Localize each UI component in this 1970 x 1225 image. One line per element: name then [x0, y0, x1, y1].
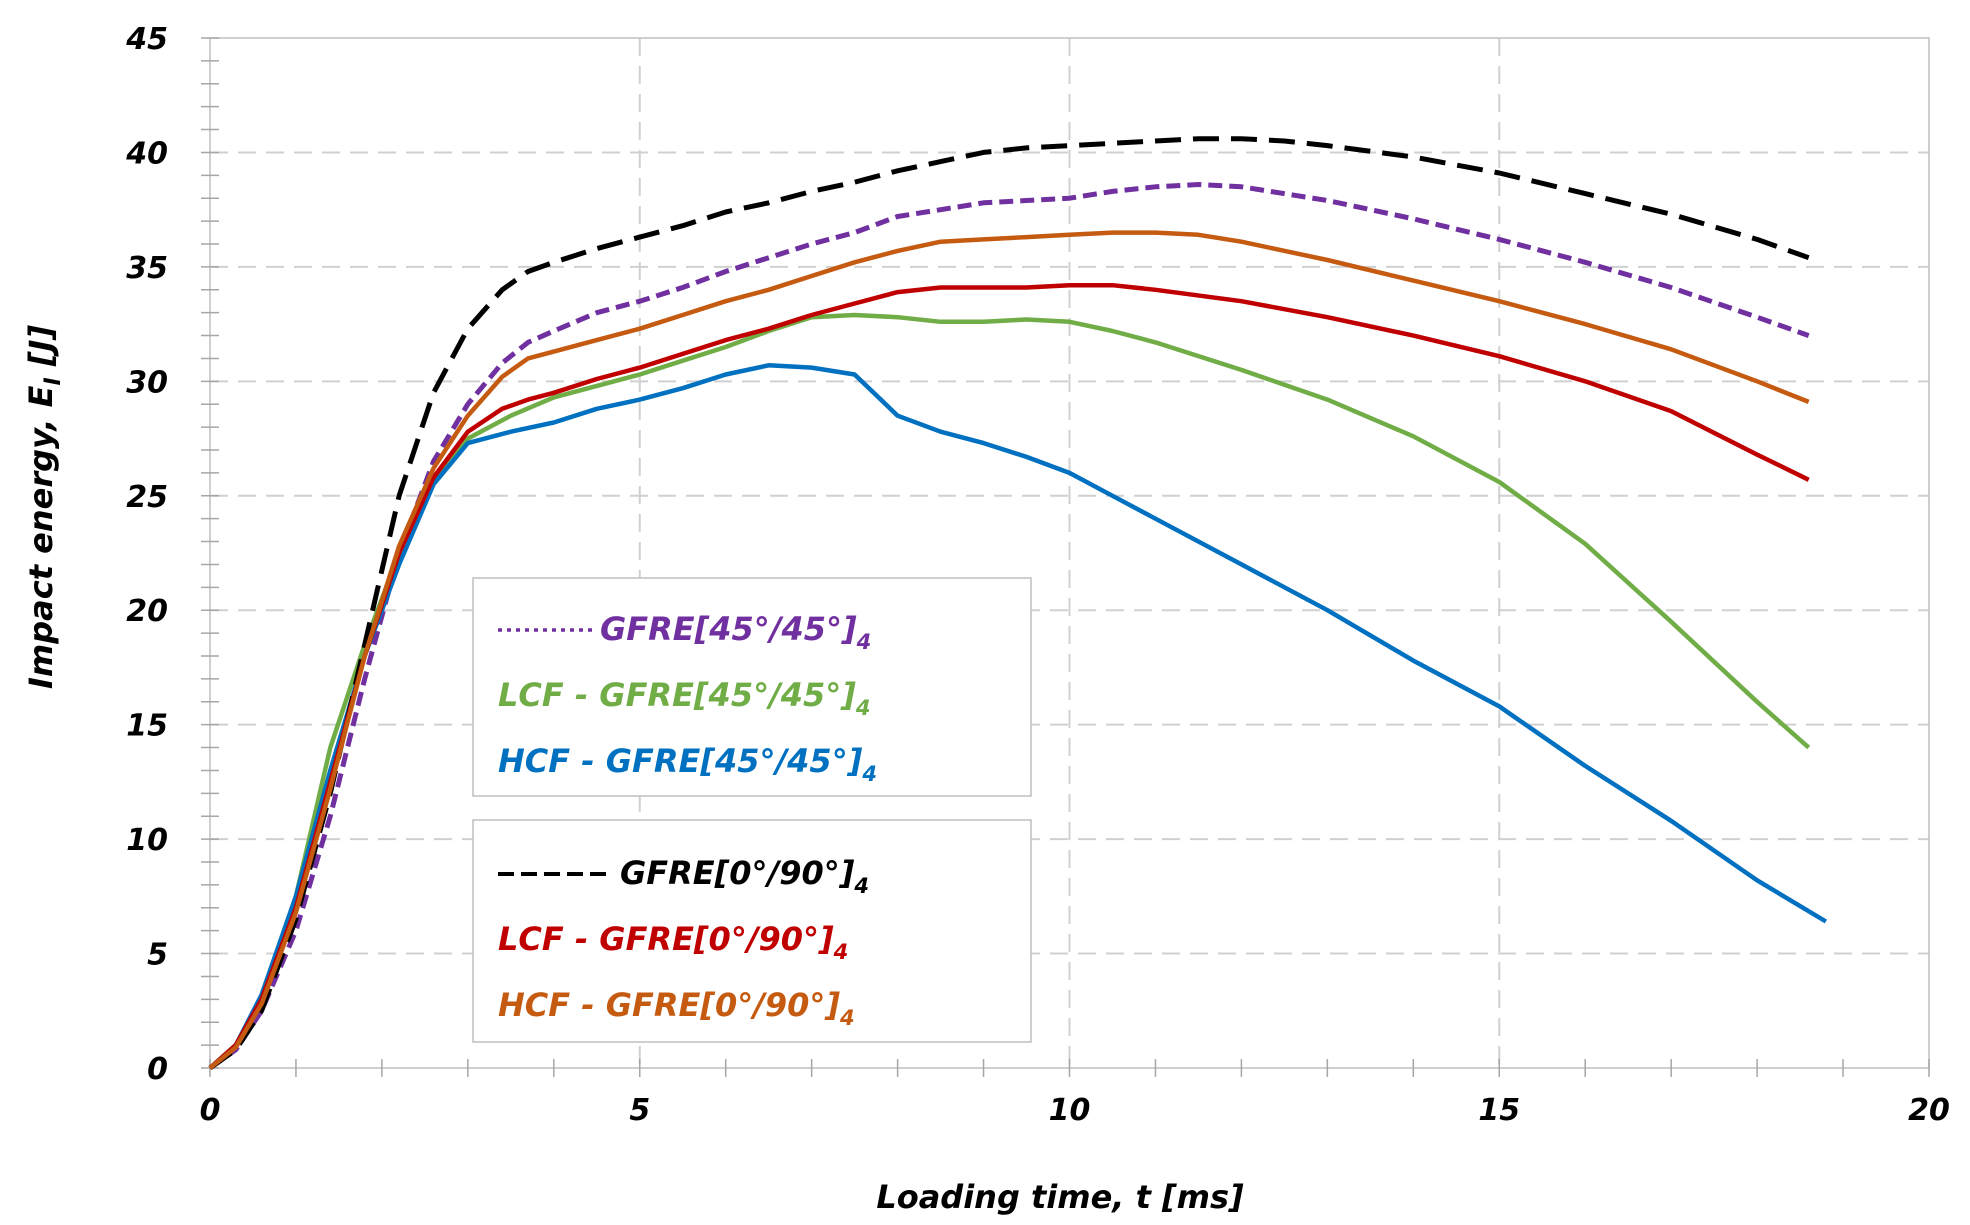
legend-label-4: GFRE[0°/90°]4: [620, 854, 869, 898]
x-tick-label: 0: [200, 1093, 221, 1128]
y-tick-label: 10: [126, 823, 168, 858]
minor-tick-marks: [201, 37, 1930, 1077]
legend-label-5: LCF - GFRE[0°/90°]4: [498, 920, 848, 964]
legend-box-090: GFRE[0°/90°]4 LCF - GFRE[0°/90°]4 HCF - GF…: [472, 819, 1032, 1043]
legend-label-2: LCF - GFRE[45°/45°]4: [498, 676, 871, 720]
y-axis-title: Impact energy, EI [J]: [22, 325, 66, 689]
legend-label-1: GFRE[45°/45°]4: [600, 610, 871, 654]
y-tick-label: 5: [147, 938, 168, 973]
y-tick-label: 25: [126, 480, 168, 515]
y-tick-label: 30: [126, 365, 168, 400]
series-line-4: [208, 136, 1810, 1071]
legend-label-3: HCF - GFRE[45°/45°]4: [498, 742, 877, 786]
y-tick-label: 20: [126, 594, 168, 629]
legend-box-45: GFRE[45°/45°]4 LCF - GFRE[45°/45°]4 HCF - …: [472, 577, 1032, 797]
y-tick-label: 35: [126, 251, 168, 286]
x-tick-label: 10: [1049, 1093, 1091, 1128]
legend-frame-45: [472, 577, 1032, 797]
x-tick-label: 20: [1908, 1093, 1950, 1128]
legend-frame-090: [472, 819, 1032, 1043]
y-tick-label: 40: [125, 136, 168, 171]
legend-label-6: HCF - GFRE[0°/90°]4: [498, 986, 855, 1030]
x-tick-label: 5: [629, 1093, 650, 1128]
x-tick-label: 15: [1478, 1093, 1520, 1128]
series-lines: [208, 136, 1828, 1071]
y-tick-label: 0: [147, 1052, 168, 1087]
series-line-6: [208, 230, 1810, 1070]
y-tick-label: 45: [125, 22, 168, 57]
y-tick-label: 15: [126, 709, 168, 744]
y-axis-tick-labels: 0 5 10 15 20 25 30 35 40 45: [125, 22, 168, 1087]
x-axis-title: Loading time, t [ms]: [876, 1178, 1244, 1216]
x-axis-tick-labels: 0 5 10 15 20: [200, 1093, 1950, 1128]
